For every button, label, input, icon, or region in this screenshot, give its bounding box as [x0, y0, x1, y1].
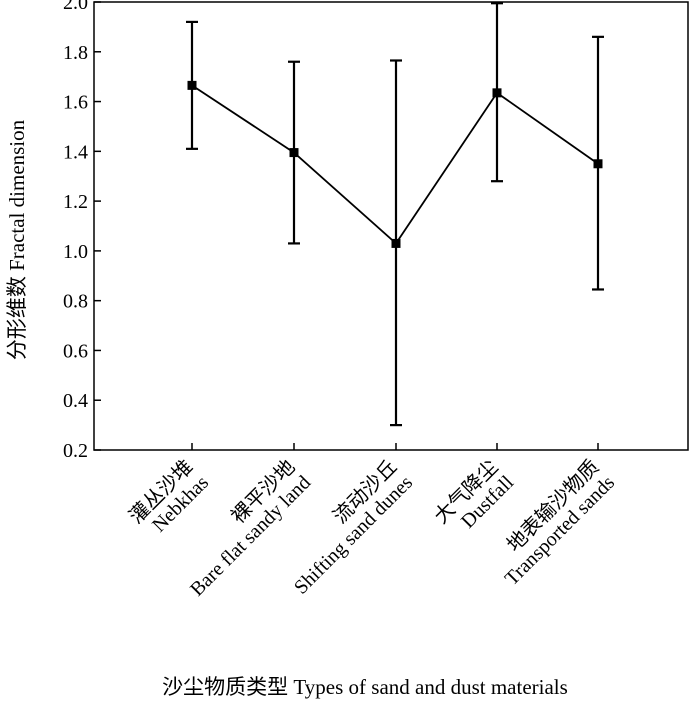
y-tick-label: 2.0	[63, 0, 88, 14]
y-tick-label: 0.4	[63, 390, 88, 412]
y-tick-label: 1.0	[63, 241, 88, 263]
y-tick-label: 0.6	[63, 340, 88, 362]
x-axis	[191, 443, 599, 450]
data-point	[593, 159, 603, 169]
y-tick-label: 1.2	[63, 191, 88, 213]
data-point	[187, 80, 197, 90]
x-axis-title: 沙尘物质类型 Types of sand and dust materials	[162, 675, 568, 699]
y-tick-label: 0.2	[63, 440, 88, 462]
plot-frame	[93, 1, 689, 451]
data-point	[391, 238, 401, 248]
y-tick-label: 1.6	[63, 92, 88, 114]
data-series	[186, 2, 604, 427]
y-axis-title: 分形维数 Fractal dimension	[5, 119, 29, 360]
y-tick-label: 0.8	[63, 291, 88, 313]
y-tick-label: 1.8	[63, 42, 88, 64]
y-tick-label: 1.4	[63, 141, 88, 163]
data-point	[289, 148, 299, 158]
data-point	[492, 88, 502, 98]
y-axis: 0.2 0.4 0.6 0.8 1.0 1.2 1.4 1.6 1.8 2.0	[63, 0, 101, 462]
